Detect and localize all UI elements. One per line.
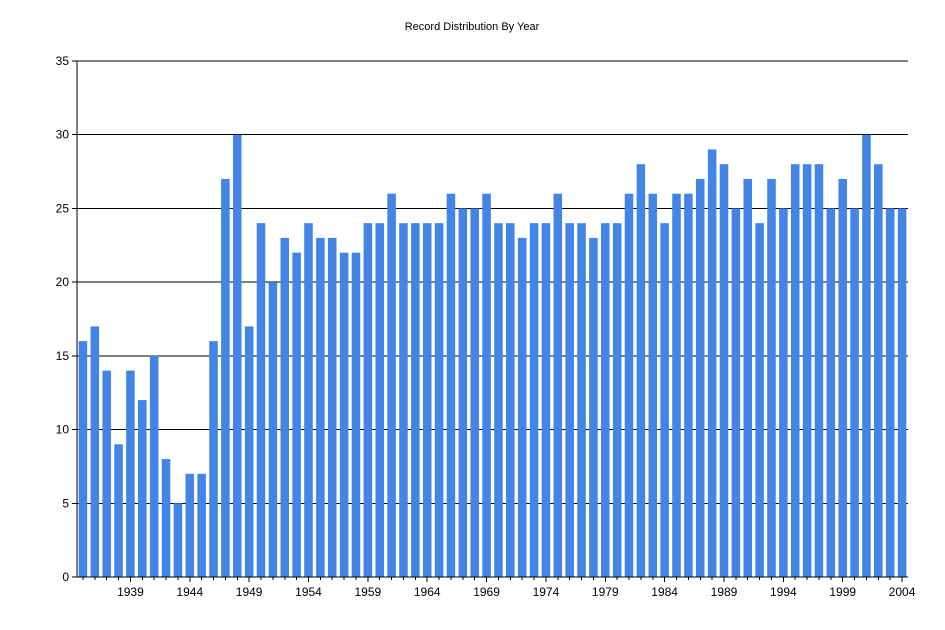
y-tick-label: 25 bbox=[56, 201, 70, 215]
bar-1966 bbox=[446, 193, 456, 577]
bar-2001 bbox=[862, 134, 871, 577]
bar-1973 bbox=[529, 223, 539, 577]
bar-1962 bbox=[399, 223, 408, 577]
bar-1959 bbox=[363, 223, 373, 577]
x-tick-label: 1999 bbox=[829, 585, 856, 599]
bar-1985 bbox=[672, 193, 681, 577]
bar-1954 bbox=[304, 223, 313, 577]
bar-1977 bbox=[577, 223, 586, 577]
bar-1968 bbox=[470, 208, 479, 577]
bar-1936 bbox=[90, 326, 100, 577]
x-axis-ticks: 1939 1944 1949 1954 1959 1964 1969 1974 1979 1984… bbox=[82, 577, 916, 599]
bar-1980 bbox=[612, 223, 622, 577]
x-tick-label: 1964 bbox=[414, 585, 441, 599]
x-tick-label: 1959 bbox=[354, 585, 381, 599]
bar-1994 bbox=[779, 208, 788, 577]
bar-1952 bbox=[280, 237, 290, 577]
x-tick-label: 1994 bbox=[770, 585, 797, 599]
bar-1997 bbox=[814, 164, 824, 577]
bar-2000 bbox=[850, 208, 859, 577]
bar-1976 bbox=[565, 223, 574, 577]
bar-1970 bbox=[494, 223, 503, 577]
x-tick-label: 1974 bbox=[533, 585, 560, 599]
y-axis-ticks: 0 5 10 15 20 25 30 35 bbox=[56, 54, 77, 584]
bar-2003 bbox=[885, 208, 895, 577]
y-tick-label: 5 bbox=[62, 496, 69, 510]
y-tick-label: 0 bbox=[62, 570, 69, 584]
y-tick-label: 30 bbox=[56, 128, 70, 142]
bar-2002 bbox=[874, 164, 883, 577]
bar-1964 bbox=[422, 223, 432, 577]
bar-1940 bbox=[138, 400, 147, 577]
bar-1948 bbox=[232, 134, 242, 577]
bar-1943 bbox=[173, 503, 183, 577]
bar-1960 bbox=[375, 223, 384, 577]
bar-1990 bbox=[731, 208, 741, 577]
bar-1958 bbox=[351, 252, 361, 577]
bar-1941 bbox=[149, 355, 159, 577]
bar-1987 bbox=[695, 178, 705, 577]
bar-1998 bbox=[826, 208, 836, 577]
bar-1983 bbox=[648, 193, 658, 577]
bar-1971 bbox=[506, 223, 515, 577]
x-tick-label: 2004 bbox=[889, 585, 916, 599]
bar-1981 bbox=[624, 193, 634, 577]
bar-1996 bbox=[802, 164, 812, 577]
bar-1937 bbox=[102, 370, 111, 577]
bar-1955 bbox=[316, 237, 325, 577]
bar-1989 bbox=[719, 164, 729, 577]
x-tick-label: 1954 bbox=[295, 585, 322, 599]
bar-1972 bbox=[517, 237, 527, 577]
bar-1979 bbox=[601, 223, 610, 577]
bar-1988 bbox=[707, 149, 717, 577]
bar-1963 bbox=[411, 223, 420, 577]
x-tick-label: 1979 bbox=[592, 585, 619, 599]
bar-1982 bbox=[636, 164, 646, 577]
bar-1949 bbox=[244, 326, 254, 577]
bar-1939 bbox=[126, 370, 135, 577]
x-tick-label: 1949 bbox=[236, 585, 263, 599]
axes bbox=[76, 61, 908, 578]
x-tick-label: 1984 bbox=[651, 585, 678, 599]
y-tick-label: 10 bbox=[56, 423, 70, 437]
bar-1953 bbox=[292, 252, 301, 577]
bar-1942 bbox=[161, 459, 171, 577]
bar-1999 bbox=[838, 178, 847, 577]
bar-1991 bbox=[743, 178, 753, 577]
bar-1938 bbox=[114, 444, 123, 577]
bar-1975 bbox=[553, 193, 563, 577]
bar-1935 bbox=[78, 341, 88, 577]
bar-1986 bbox=[684, 193, 693, 577]
chart-title: Record Distribution By Year bbox=[405, 21, 540, 33]
bar-1993 bbox=[767, 178, 776, 577]
x-tick-label: 1939 bbox=[117, 585, 144, 599]
bar-1947 bbox=[221, 178, 230, 577]
x-tick-label: 1989 bbox=[711, 585, 738, 599]
bar-1961 bbox=[387, 193, 396, 577]
bar-1984 bbox=[660, 223, 669, 577]
x-tick-label: 1969 bbox=[473, 585, 500, 599]
bar-1995 bbox=[790, 164, 800, 577]
x-tick-label: 1944 bbox=[176, 585, 203, 599]
bar-1956 bbox=[327, 237, 337, 577]
bar-1967 bbox=[458, 208, 468, 577]
bar-2004 bbox=[897, 208, 907, 577]
bar-1944 bbox=[185, 473, 195, 577]
y-tick-label: 20 bbox=[56, 275, 70, 289]
bar-1992 bbox=[755, 223, 764, 577]
bar-1974 bbox=[541, 223, 551, 577]
bar-1946 bbox=[209, 341, 218, 577]
bar-1969 bbox=[482, 193, 491, 577]
bar-1965 bbox=[434, 223, 444, 577]
bar-1978 bbox=[589, 237, 598, 577]
bar-1950 bbox=[256, 223, 266, 577]
y-tick-label: 15 bbox=[56, 349, 70, 363]
bar-1945 bbox=[197, 473, 206, 577]
y-tick-label: 35 bbox=[56, 54, 70, 68]
bar-1957 bbox=[339, 252, 349, 577]
bars bbox=[78, 134, 907, 577]
bar-1951 bbox=[268, 282, 278, 577]
